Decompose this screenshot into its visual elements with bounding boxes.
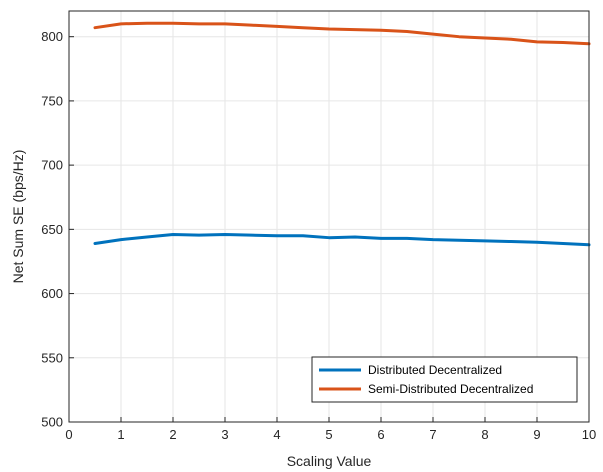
legend: Distributed Decentralized Semi-Distribut… [311, 356, 578, 403]
x-tick-label: 8 [481, 427, 488, 442]
y-tick-label: 800 [41, 29, 63, 44]
legend-label-semi-distributed: Semi-Distributed Decentralized [368, 382, 533, 396]
legend-box [311, 356, 578, 403]
series-line-1 [93, 21, 591, 46]
x-tick-label: 1 [117, 427, 124, 442]
x-tick-label: 3 [221, 427, 228, 442]
y-tick-label: 700 [41, 158, 63, 173]
y-tick-label: 650 [41, 222, 63, 237]
series-layer [93, 21, 591, 247]
y-tick-label: 600 [41, 286, 63, 301]
x-tick-label: 2 [169, 427, 176, 442]
series-line-0 [93, 232, 591, 247]
x-tick-label: 9 [533, 427, 540, 442]
x-tick-label: 10 [582, 427, 596, 442]
x-tick-label: 6 [377, 427, 384, 442]
x-axis-label: Scaling Value [287, 453, 372, 469]
y-tick-label: 750 [41, 93, 63, 108]
ticks [68, 36, 590, 423]
tick-labels: 0 1 2 3 4 5 6 7 8 9 10 500 550 600 650 700 750 800 [41, 29, 596, 442]
y-tick-label: 550 [41, 350, 63, 365]
x-tick-label: 5 [325, 427, 332, 442]
legend-label-distributed: Distributed Decentralized [368, 363, 502, 377]
y-tick-label: 500 [41, 415, 63, 430]
y-axis-label: Net Sum SE (bps/Hz) [10, 150, 26, 284]
x-tick-label: 7 [429, 427, 436, 442]
x-tick-label: 4 [273, 427, 280, 442]
x-tick-label: 0 [65, 427, 72, 442]
